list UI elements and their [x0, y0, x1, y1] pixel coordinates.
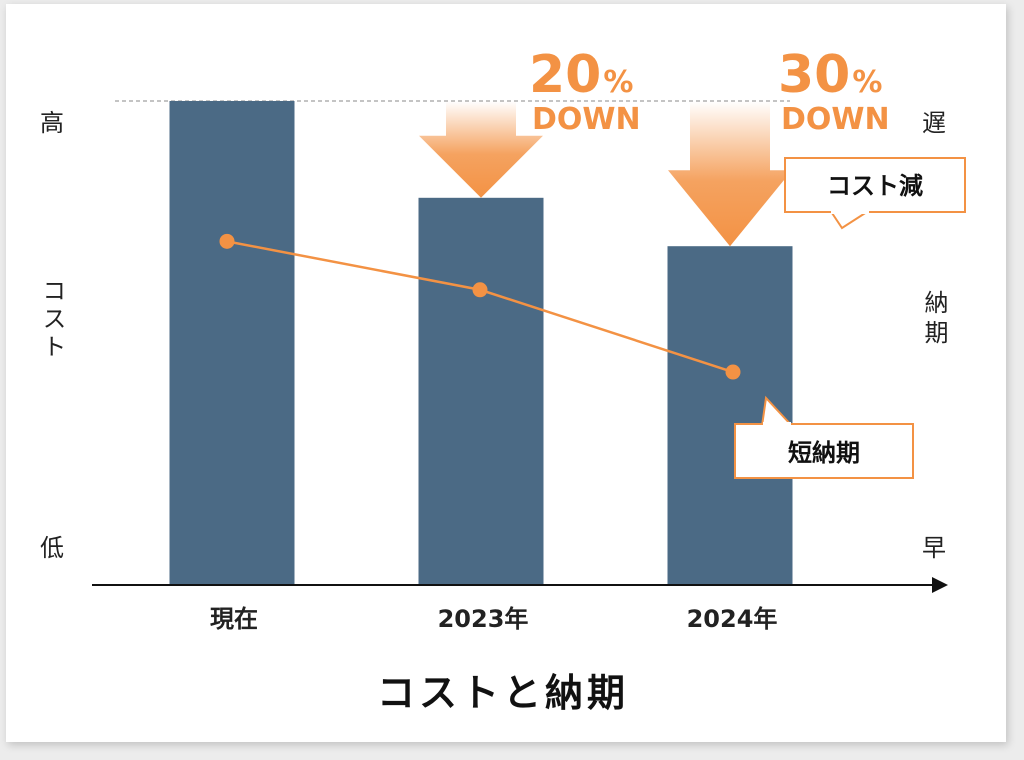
leadtime-point-1: [219, 233, 235, 249]
bar-1: [169, 101, 295, 585]
y-right-low-label: 早: [922, 534, 946, 562]
y-left-low-label: 低: [40, 534, 64, 562]
leadtime-point-2: [472, 282, 488, 298]
category-label-3: 2024年: [687, 605, 778, 633]
callout-leadtime: 短納期: [734, 395, 914, 479]
down-label-2: DOWN: [781, 102, 890, 137]
callout-cost-text: コスト減: [827, 172, 923, 200]
reduction-percent-2: 30%: [778, 45, 882, 105]
bar-2: [418, 197, 544, 586]
category-label-2: 2023年: [438, 605, 529, 633]
y-right-high-label: 遅: [922, 109, 946, 137]
down-arrow-1: [419, 101, 543, 198]
down-label-1: DOWN: [532, 102, 641, 137]
callout-cost: コスト減: [784, 157, 966, 230]
y-left-high-label: 高: [40, 109, 64, 137]
down-arrow-2: [668, 101, 792, 247]
y-right-title: 納期: [920, 290, 948, 350]
callout-leadtime-text: 短納期: [788, 439, 860, 467]
chart-title: コストと納期: [377, 671, 629, 715]
category-label-1: 現在: [210, 605, 258, 633]
x-axis-arrowhead: [932, 577, 948, 593]
reduction-percent-1: 20%: [529, 45, 633, 105]
leadtime-point-3: [725, 364, 741, 380]
y-left-title: コスト: [38, 278, 66, 362]
